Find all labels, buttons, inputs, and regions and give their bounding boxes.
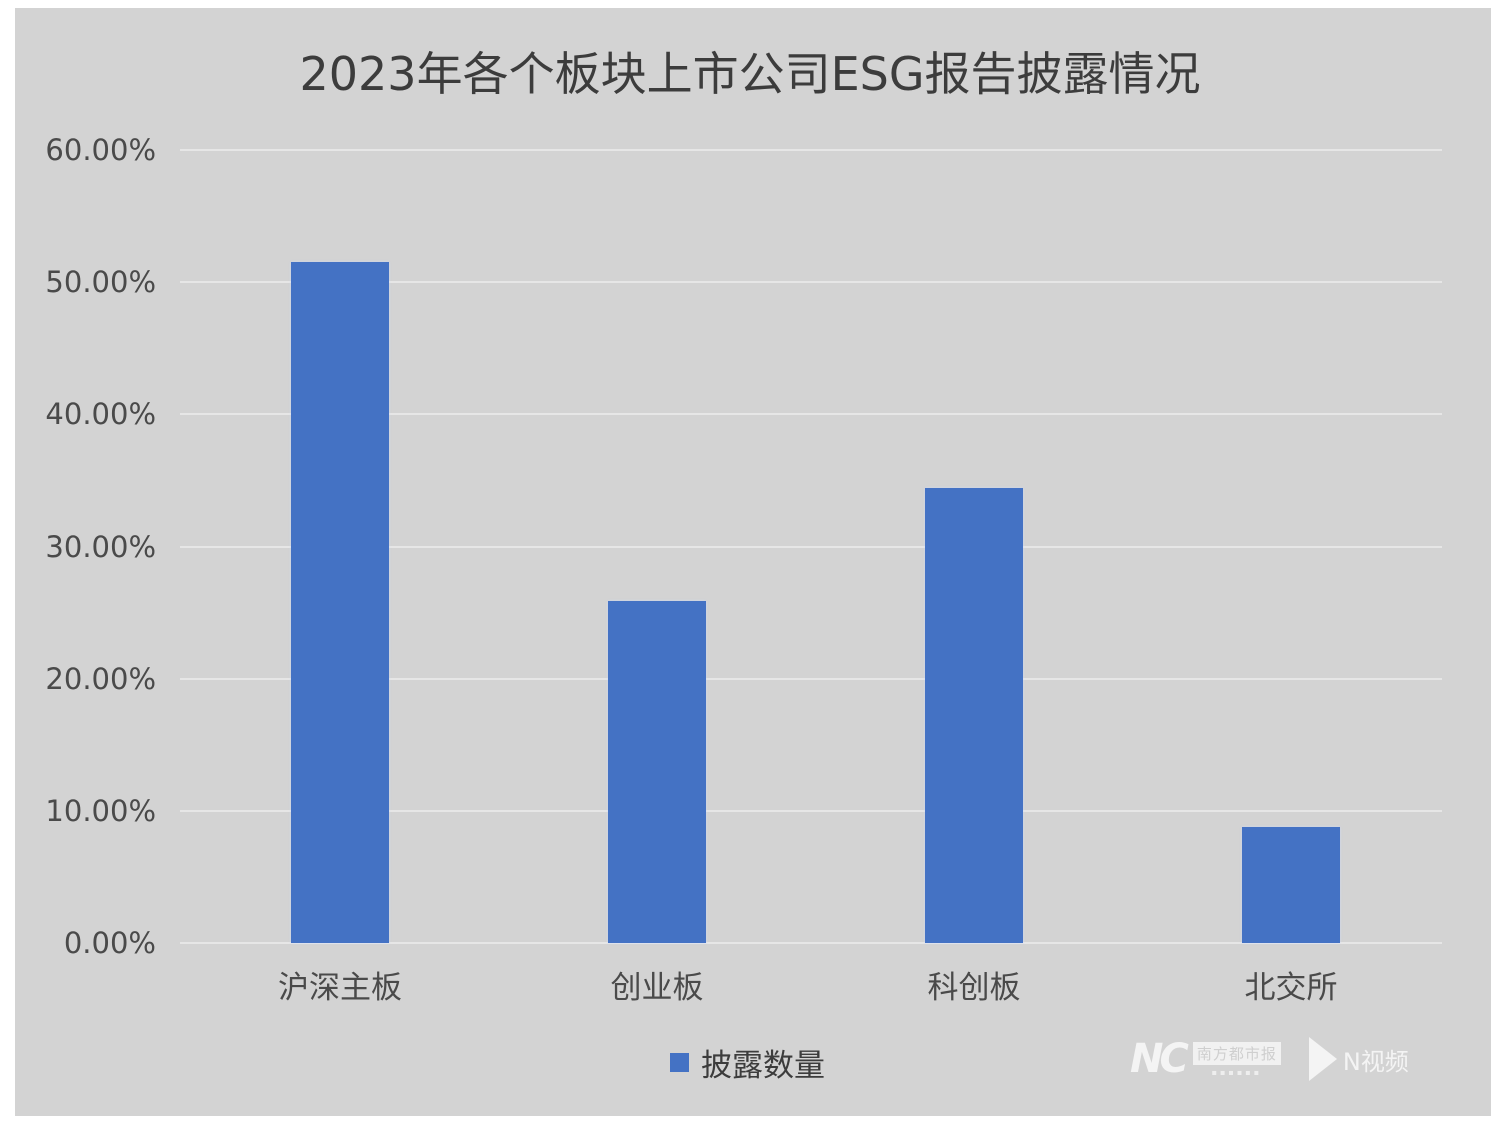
y-tick-label: 0.00% (63, 926, 156, 960)
x-category-label: 科创板 (927, 970, 1021, 1006)
gridline (180, 809, 1442, 812)
x-category-label: 创业板 (610, 970, 704, 1006)
watermark: NC 南方都市报 ▪▪▪▪▪▪ N视频 (1130, 1036, 1409, 1082)
bar-1 (291, 262, 389, 943)
x-category-label: 北交所 (1244, 970, 1338, 1006)
gridline (180, 942, 1442, 944)
paper-subtext: ▪▪▪▪▪▪ (1211, 1067, 1263, 1077)
bar-4 (1242, 826, 1340, 943)
y-tick-label: 40.00% (45, 397, 156, 432)
gridline (180, 677, 1442, 680)
y-tick-label: 30.00% (45, 529, 156, 564)
y-tick-label: 50.00% (45, 265, 156, 300)
gridline (180, 149, 1442, 151)
gridline (180, 281, 1442, 284)
y-tick-label: 20.00% (45, 661, 156, 696)
y-tick-label: 10.00% (45, 793, 156, 828)
play-icon (1308, 1037, 1337, 1081)
bar-3 (925, 488, 1023, 943)
bar-2 (608, 600, 706, 943)
legend-swatch (670, 1053, 689, 1072)
gridline (180, 545, 1442, 548)
gridline (180, 413, 1442, 416)
x-category-label: 沪深主板 (278, 970, 402, 1006)
y-tick-label: 60.00% (45, 133, 156, 167)
nvideo-label: N视频 (1342, 1047, 1409, 1076)
paper-logo: 南方都市报 ▪▪▪▪▪▪ (1192, 1041, 1281, 1077)
legend-label: 披露数量 (701, 1048, 825, 1084)
paper-name: 南方都市报 (1192, 1041, 1281, 1065)
chart-title: 2023年各个板块上市公司ESG报告披露情况 (299, 47, 1201, 101)
legend: 披露数量 (670, 1040, 825, 1085)
nc-logo-icon: NC (1130, 1036, 1189, 1082)
